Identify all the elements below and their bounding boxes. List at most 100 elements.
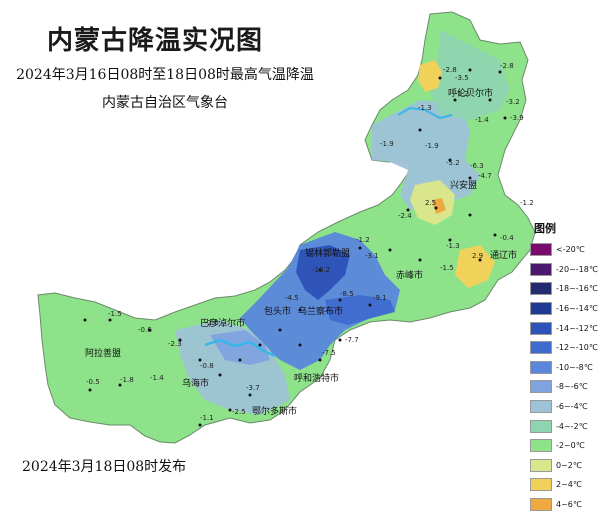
legend: 图例 <-20℃ -20~-18℃ -18~-16℃ -16~-14℃ -14~-12℃…: [530, 220, 600, 514]
legend-swatch: [530, 400, 552, 414]
legend-swatch: [530, 341, 552, 355]
legend-item: 4~6℃: [530, 495, 600, 514]
station-value: -1.9: [380, 140, 394, 148]
station-value: 2.5: [425, 199, 436, 207]
legend-item: -16~-14℃: [530, 299, 600, 319]
station-value: -1.5: [108, 310, 122, 318]
legend-label: -18~-16℃: [556, 284, 598, 294]
city-label-hinggan: 兴安盟: [450, 179, 477, 191]
inner-mongolia-map: -2.8 -3.5 -2.8 -1.3 -1.2 -3.2 -1.4 -3.9 …: [37, 11, 536, 444]
station-value: -9.1: [373, 294, 387, 302]
station-value: -7.7: [345, 336, 359, 344]
zone-cooling-west-inner: [210, 330, 270, 365]
legend-swatch: [530, 458, 552, 472]
station-value: -7.5: [322, 349, 336, 357]
city-label-hulunbuir: 呼伦贝尔市: [448, 87, 493, 99]
river-north: [397, 106, 453, 120]
station-value: 2.9: [472, 252, 483, 260]
city-label-alxa: 阿拉善盟: [85, 347, 121, 359]
station-value: -0.6: [138, 326, 152, 334]
legend-item: -2~0℃: [530, 436, 600, 456]
station-value: -3.2: [506, 98, 520, 106]
station-value: -4.7: [478, 172, 492, 180]
station-value: -3.7: [246, 384, 260, 392]
map-title: 内蒙古降温实况图: [46, 26, 263, 56]
legend-swatch: [530, 498, 552, 512]
legend-item: -10~-8℃: [530, 358, 600, 378]
city-label-tongliao: 通辽市: [490, 249, 517, 261]
legend-label: -12~-10℃: [556, 343, 598, 353]
station-value: -1.8: [120, 376, 134, 384]
legend-item: -20~-18℃: [530, 260, 600, 280]
legend-label: -10~-8℃: [556, 362, 593, 372]
station-value: -0.4: [500, 234, 514, 242]
station-value: -1.2: [356, 236, 370, 244]
station-value: -1.3: [446, 242, 460, 250]
legend-label: 0~2℃: [556, 460, 582, 470]
legend-label: -16~-14℃: [556, 304, 598, 314]
legend-swatch: [530, 262, 552, 276]
station-value: -5.2: [446, 159, 460, 167]
legend-item: 2~4℃: [530, 475, 600, 495]
station-value: -1.1: [200, 414, 214, 422]
zone-cooling-severe-2: [325, 295, 395, 325]
legend-swatch: [530, 243, 552, 257]
legend-label: -2~0℃: [556, 441, 585, 451]
legend-item: 0~2℃: [530, 456, 600, 476]
map-subtitle: 2024年3月16日08时至18日08时最高气温降温: [16, 67, 314, 83]
zone-warming-south: [455, 245, 495, 288]
city-label-hohhot: 呼和浩特市: [294, 372, 339, 384]
legend-label: -8~-6℃: [556, 382, 588, 392]
zone-cooling-moderate: [372, 100, 480, 210]
legend-label: 2~4℃: [556, 480, 582, 490]
zone-cooling-light: [430, 30, 510, 120]
issue-timestamp: 2024年3月18日08时发布: [22, 459, 187, 475]
legend-label: -6~-4℃: [556, 402, 588, 412]
station-value: -1.2: [455, 90, 469, 98]
station-value: -3.9: [510, 114, 524, 122]
legend-swatch: [530, 419, 552, 433]
city-label-ulanqab: 乌兰察布市: [298, 305, 343, 317]
zone-cooling-severe: [296, 245, 350, 300]
legend-label: 4~6℃: [556, 500, 582, 510]
legend-swatch: [530, 478, 552, 492]
station-value: -1.3: [418, 104, 432, 112]
legend-item: -8~-6℃: [530, 377, 600, 397]
station-value: -1.2: [520, 199, 534, 207]
legend-item: -18~-16℃: [530, 279, 600, 299]
station-value: -2.6: [205, 319, 219, 327]
legend-item: -4~-2℃: [530, 416, 600, 436]
legend-swatch: [530, 380, 552, 394]
station-value: -1.4: [150, 374, 164, 382]
station-value: -4.5: [285, 294, 299, 302]
city-label-ordos: 鄂尔多斯市: [252, 405, 297, 417]
station-value: -3.1: [365, 252, 379, 260]
legend-label: -14~-12℃: [556, 323, 598, 333]
river-yellow: [204, 338, 276, 358]
station-value: -1.5: [440, 264, 454, 272]
legend-swatch: [530, 282, 552, 296]
city-label-xilingol: 锡林郭勒盟: [305, 247, 350, 259]
legend-label: -20~-18℃: [556, 264, 598, 274]
legend-item: -6~-4℃: [530, 397, 600, 417]
zone-cooling-strong: [240, 232, 400, 370]
station-value: -1.4: [475, 116, 489, 124]
station-value: -2.8: [500, 62, 514, 70]
legend-label: <-20℃: [556, 245, 585, 255]
legend-item: <-20℃: [530, 240, 600, 260]
legend-swatch: [530, 360, 552, 374]
zone-warming-core: [432, 198, 446, 214]
station-value: -8.5: [340, 290, 354, 298]
station-value: -1.9: [425, 142, 439, 150]
city-label-chifeng: 赤峰市: [396, 269, 423, 281]
city-label-bayannur: 巴彦淖尔市: [200, 317, 245, 329]
station-value: -10.2: [312, 266, 330, 274]
legend-swatch: [530, 321, 552, 335]
legend-swatch: [530, 439, 552, 453]
issuing-organization: 内蒙古自治区气象台: [102, 95, 228, 111]
city-label-wuhai: 乌海市: [182, 377, 209, 389]
station-value: -6.3: [470, 162, 484, 170]
legend-swatch: [530, 302, 552, 316]
station-value: -0.5: [86, 378, 100, 386]
legend-label: -4~-2℃: [556, 421, 588, 431]
